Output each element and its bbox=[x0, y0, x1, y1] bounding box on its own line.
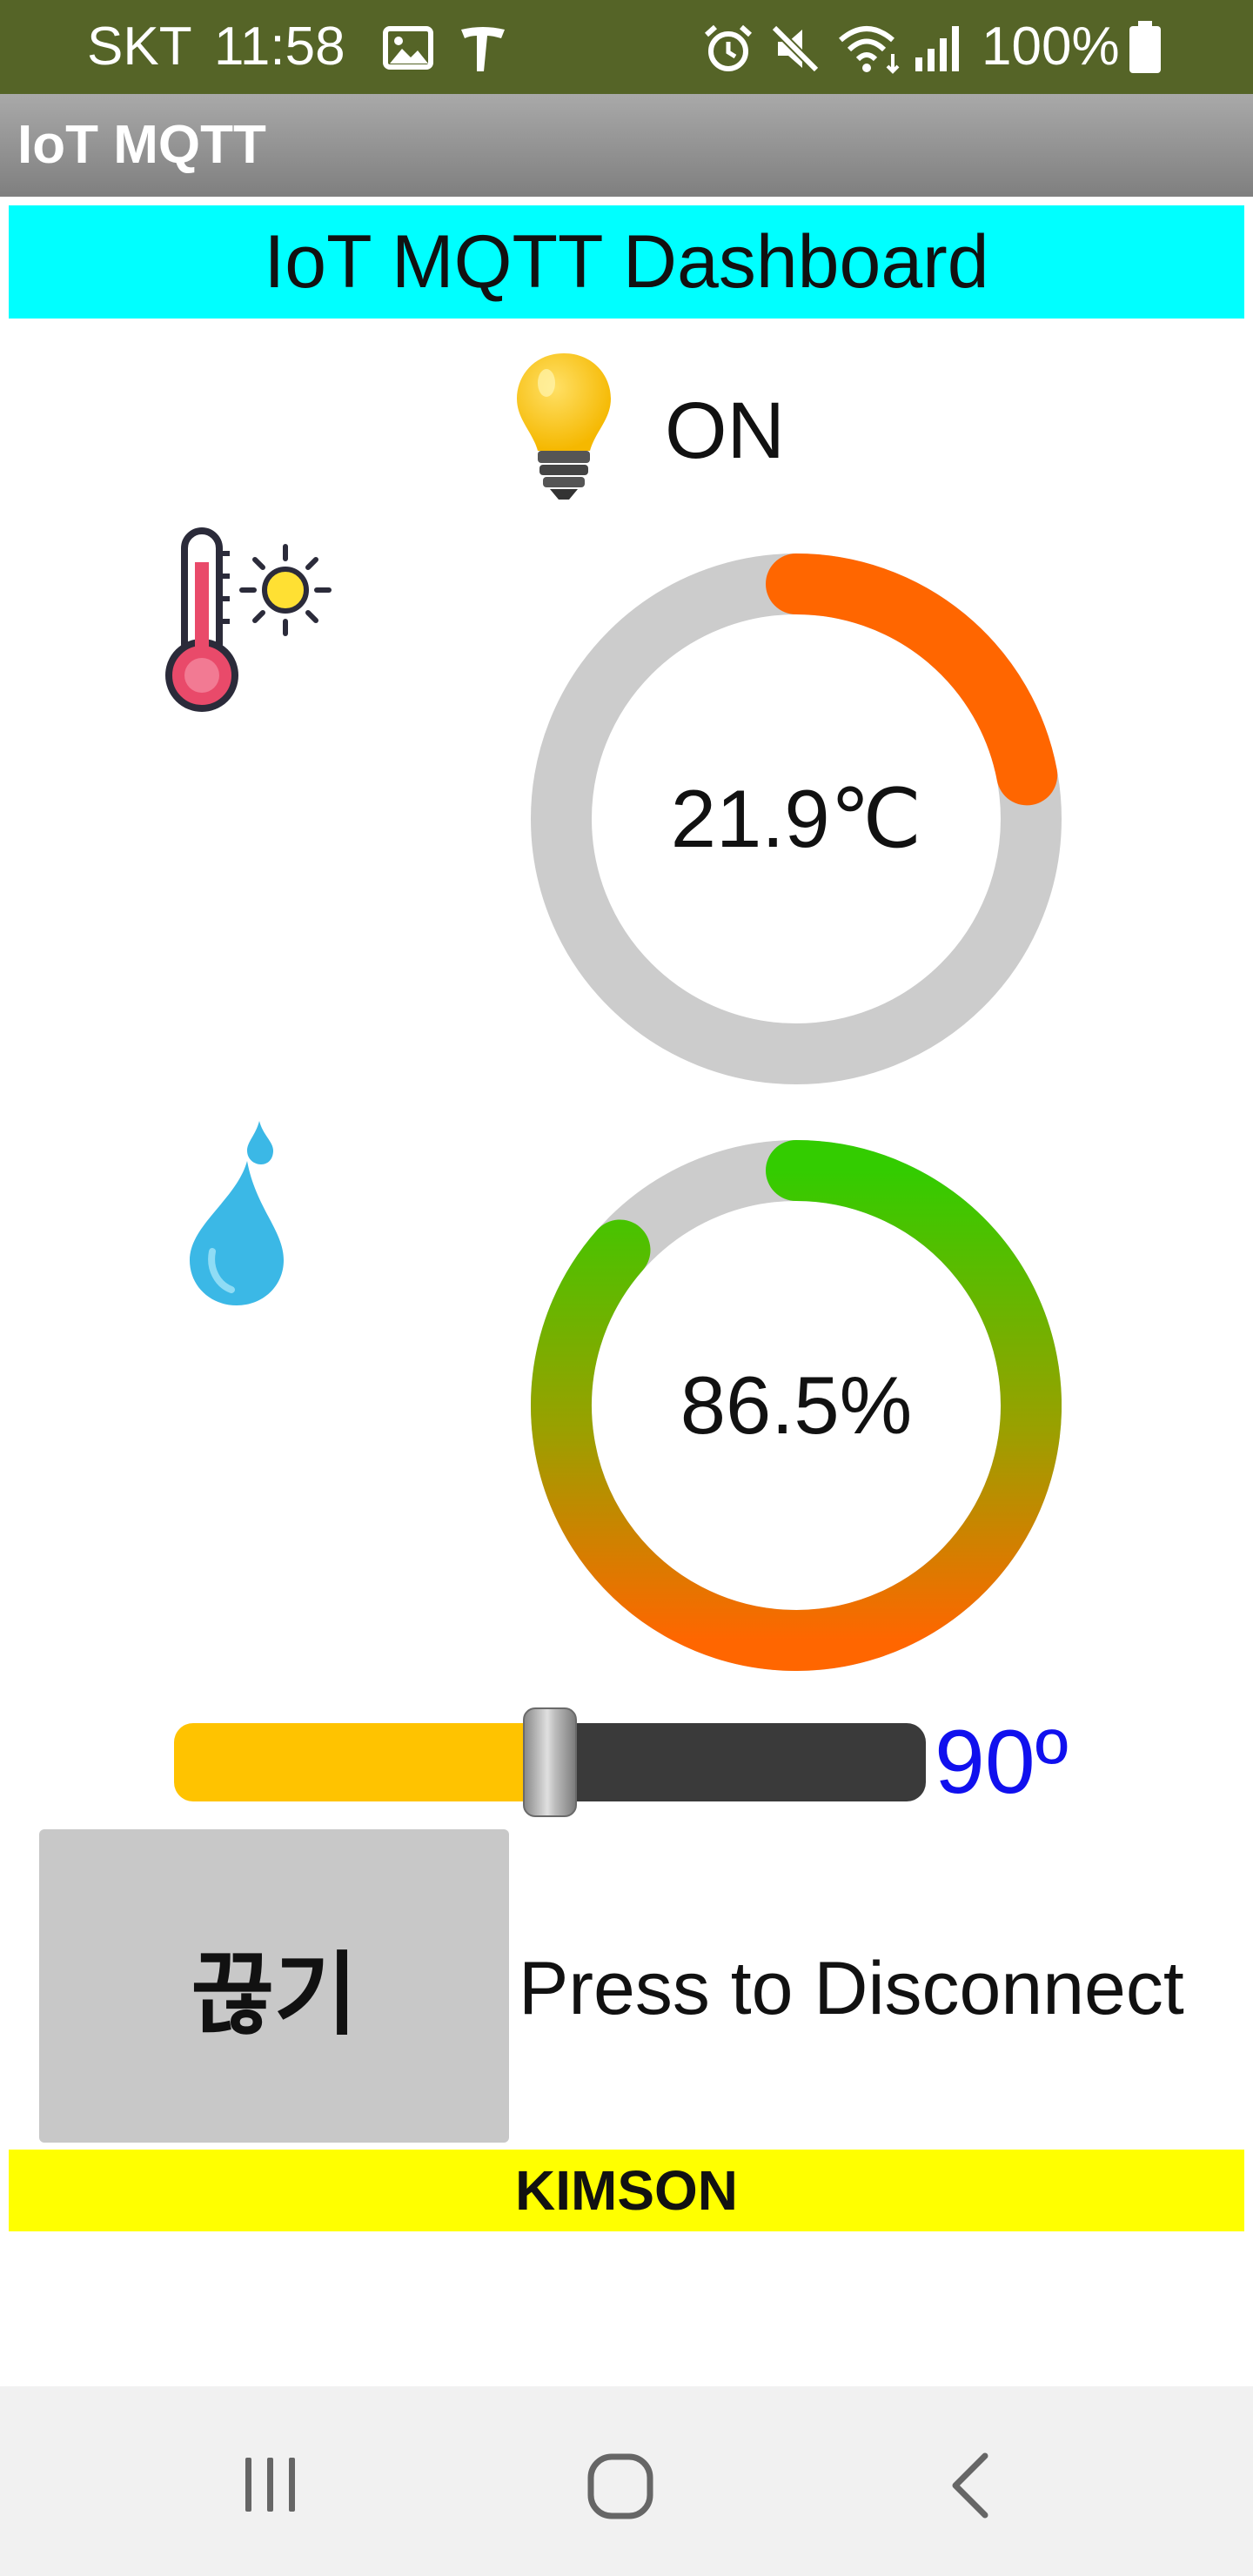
temperature-gauge bbox=[531, 553, 1062, 1084]
slider-thumb[interactable] bbox=[523, 1707, 577, 1817]
gallery-notification-icon bbox=[383, 26, 433, 70]
recent-apps-icon[interactable] bbox=[240, 2454, 301, 2515]
temperature-value: 21.9℃ bbox=[670, 773, 922, 864]
disconnect-button[interactable]: 끊기 bbox=[39, 1829, 509, 2143]
lightbulb-icon bbox=[517, 353, 611, 500]
humidity-value: 86.5% bbox=[680, 1359, 913, 1451]
temperature-gauge-arc bbox=[766, 553, 1058, 806]
alarm-icon bbox=[704, 24, 753, 71]
mute-icon bbox=[771, 24, 820, 73]
humidity-gauge-arc bbox=[531, 1140, 1062, 1671]
t-notification-icon bbox=[461, 27, 505, 71]
battery-icon bbox=[1129, 21, 1161, 73]
back-icon[interactable] bbox=[945, 2451, 997, 2520]
slider-value: 90º bbox=[935, 1712, 1069, 1813]
status-bar: SKT 11:58 100% bbox=[0, 0, 1253, 94]
slider-track-empty[interactable] bbox=[550, 1723, 926, 1801]
disconnect-hint: Press to Disconnect bbox=[519, 1947, 1184, 2030]
navigation-bar bbox=[0, 2386, 1253, 2576]
slider-track-filled[interactable] bbox=[174, 1723, 550, 1801]
water-drop-icon bbox=[190, 1121, 284, 1305]
battery-percent: 100% bbox=[982, 17, 1120, 77]
clock: 11:58 bbox=[214, 17, 345, 77]
wifi-icon bbox=[839, 26, 900, 74]
app-bar: IoT MQTT bbox=[0, 94, 1253, 197]
home-icon[interactable] bbox=[586, 2452, 654, 2520]
humidity-gauge bbox=[531, 1140, 1062, 1671]
signal-icon bbox=[915, 26, 959, 71]
carrier-label: SKT bbox=[87, 17, 192, 77]
thermometer-sun-icon bbox=[165, 527, 332, 712]
light-status: ON bbox=[665, 386, 785, 475]
dashboard-title: IoT MQTT Dashboard bbox=[9, 205, 1244, 319]
app-title: IoT MQTT bbox=[17, 115, 266, 175]
footer-banner: KIMSON bbox=[9, 2150, 1244, 2231]
